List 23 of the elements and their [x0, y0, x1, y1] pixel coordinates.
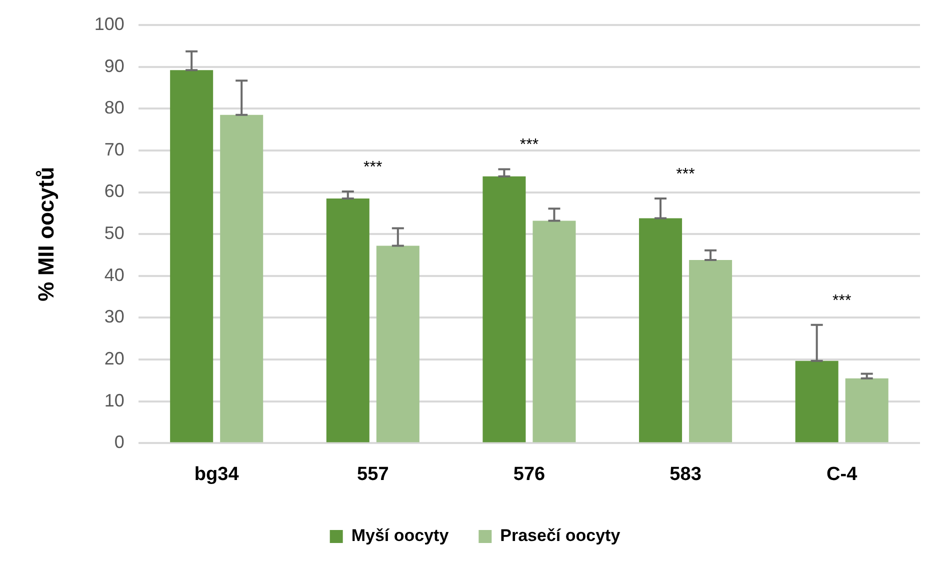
y-tick-label: 20 — [104, 348, 124, 369]
y-tick-label: 0 — [114, 432, 124, 452]
y-tick-label: 90 — [104, 56, 124, 76]
annotation: *** — [832, 292, 852, 310]
y-tick-label: 100 — [94, 14, 124, 34]
legend-label: Prasečí oocyty — [500, 526, 621, 546]
annotation: *** — [676, 166, 695, 183]
x-tick-label: 557 — [357, 464, 389, 485]
x-tick-label: C-4 — [826, 464, 858, 485]
y-tick-label: 50 — [104, 223, 124, 244]
y-tick-label: 70 — [104, 139, 124, 160]
x-tick-label: 583 — [670, 464, 702, 485]
legend-label: Myší oocyty — [351, 526, 450, 546]
y-tick-label: 60 — [104, 181, 124, 202]
y-tick-label: 80 — [104, 98, 124, 118]
x-tick-label: 576 — [513, 464, 546, 485]
annotation: *** — [364, 158, 382, 176]
y-tick-label: 10 — [104, 390, 124, 410]
y-tick-label: 40 — [104, 264, 124, 285]
x-tick-label: bg34 — [194, 464, 240, 485]
y-axis-title: % MII oocytů — [33, 166, 58, 302]
annotation: *** — [520, 136, 539, 154]
y-tick-label: 30 — [104, 306, 124, 327]
